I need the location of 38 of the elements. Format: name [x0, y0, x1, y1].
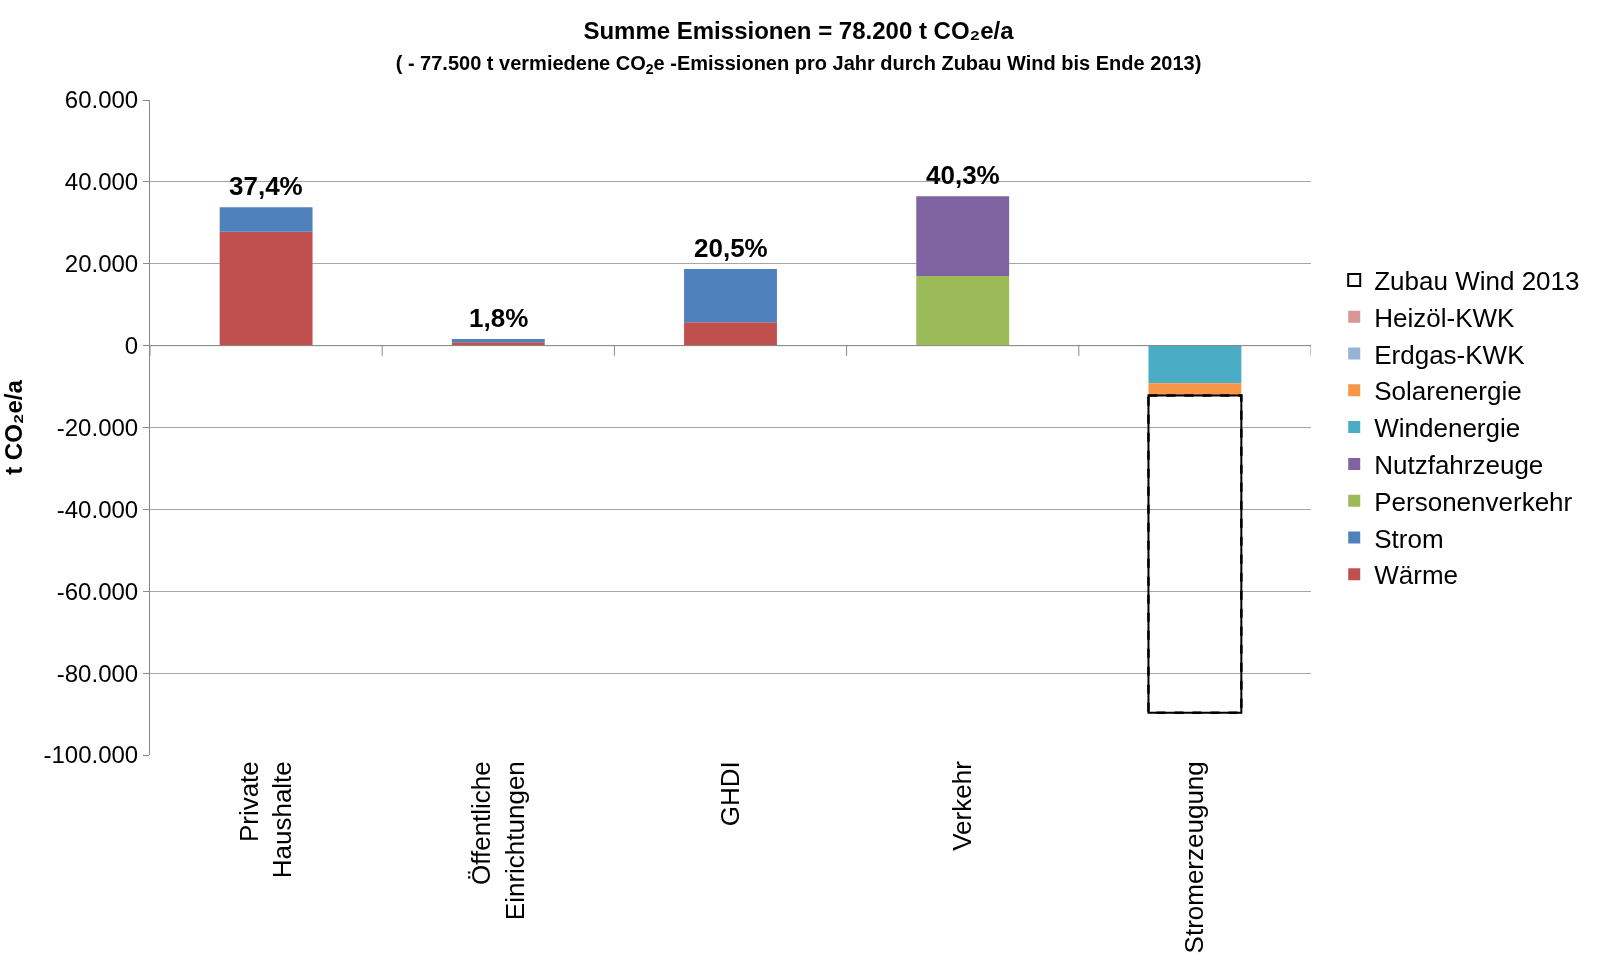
bar [684, 322, 777, 346]
annotation: 37,4% [229, 171, 303, 201]
y-axis-title: t CO₂e/a [0, 379, 27, 475]
legend-label: Wärme [1374, 560, 1458, 591]
annotation: 40,3% [926, 160, 1000, 190]
bar [684, 269, 777, 323]
chart-title: Summe Emissionen = 78.200 t CO₂e/a [583, 16, 1015, 44]
bar [219, 231, 313, 346]
x-tick-label: Private Haushalte [233, 761, 298, 879]
y-tick-label: 0 [124, 332, 139, 360]
y-tick-label: -80.000 [56, 659, 139, 687]
x-tick-label: Verkehr [947, 760, 978, 851]
annotation: 1,8% [469, 303, 529, 333]
x-tick-label: Stromerzeugung [1179, 761, 1210, 954]
legend-label: Solarenergie [1374, 376, 1522, 407]
y-tick-label: -40.000 [56, 495, 139, 523]
y-tick-label: -20.000 [56, 413, 139, 441]
legend-label: Erdgas-KWK [1374, 339, 1526, 370]
y-tick-label: 60.000 [64, 86, 139, 114]
bar [1147, 394, 1243, 715]
legend-label: Nutzfahrzeuge [1374, 450, 1544, 481]
legend-label: Strom [1374, 523, 1444, 554]
legend-label: Heizöl-KWK [1374, 302, 1516, 333]
y-tick-label: 40.000 [64, 168, 139, 196]
bar [1148, 345, 1242, 384]
y-tick-label: 20.000 [64, 250, 139, 278]
x-tick-label: GHDI [714, 761, 745, 827]
bar [916, 196, 1010, 277]
x-tick-label: Öffentliche Einrichtungen [465, 761, 530, 921]
annotation: 20,5% [694, 233, 768, 263]
chart-subtitle: ( - 77.500 t vermiedene CO$_{2}$e -Emissionen pro Jahr durch Zubau Wind bis Ende 2013) [395, 51, 1202, 77]
legend-label: Personenverkehr [1374, 486, 1573, 517]
bar [916, 276, 1010, 346]
bar [219, 207, 313, 232]
legend-label: Windenergie [1374, 413, 1521, 444]
y-tick-label: -100.000 [43, 741, 139, 769]
y-tick-label: -60.000 [56, 577, 139, 605]
legend-label: Zubau Wind 2013 [1374, 266, 1580, 297]
